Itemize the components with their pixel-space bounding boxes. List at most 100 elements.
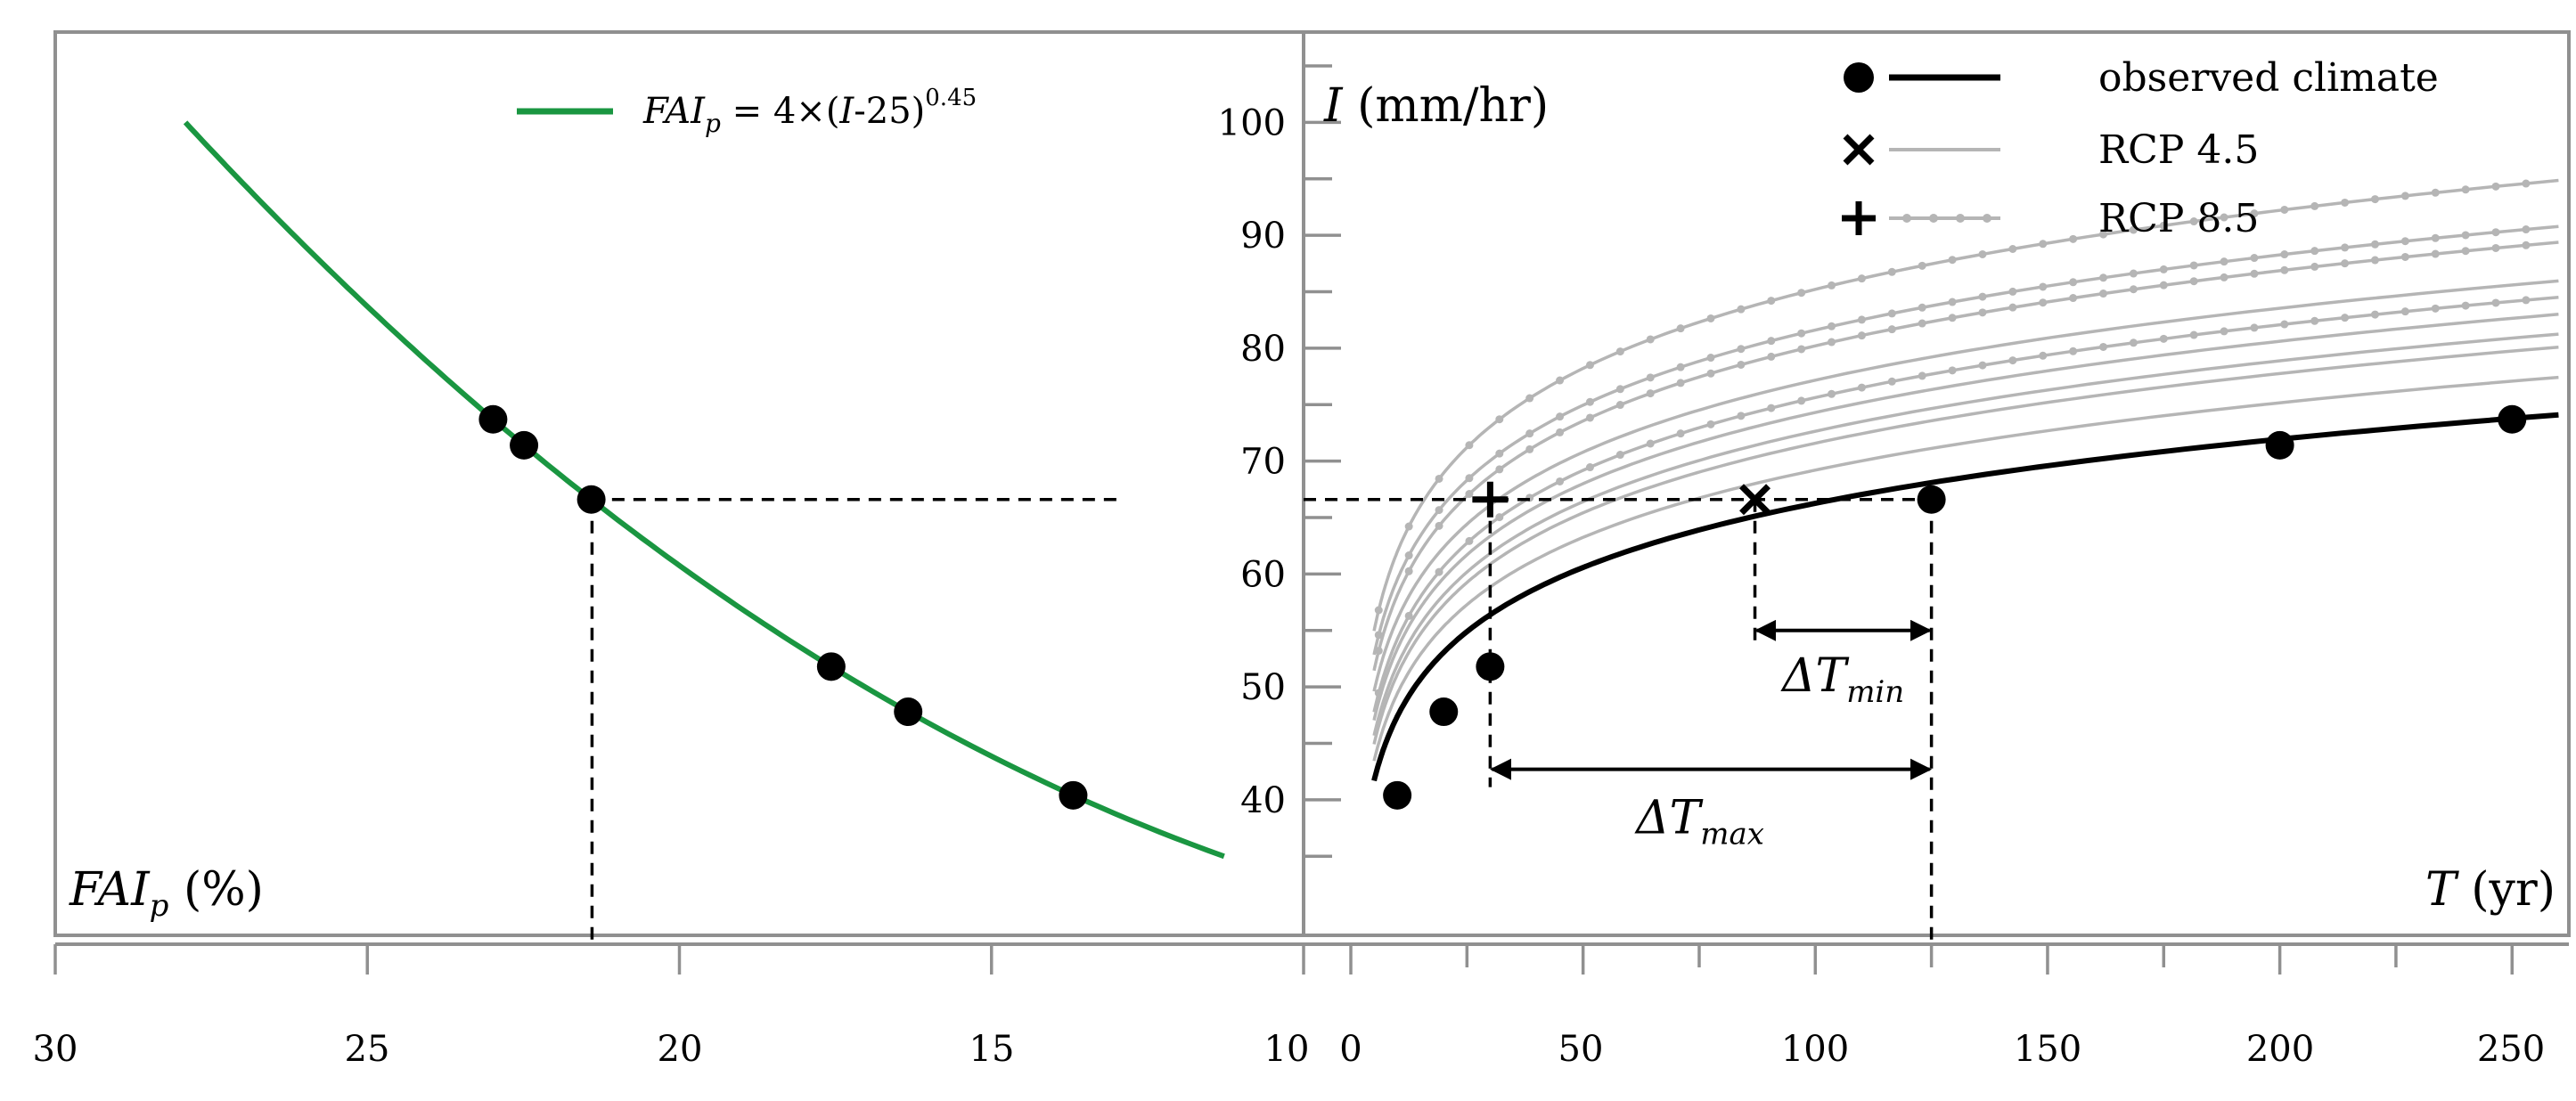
legend-rcp45-label: RCP 4.5 (2098, 127, 2259, 173)
rcp85-dot (1706, 420, 1715, 428)
rcp85-marker (1472, 481, 1509, 518)
left-tick-label: 15 (969, 1029, 1015, 1070)
rcp85-dot (2129, 285, 2138, 294)
bottom-x-axis: 30 25 20 15 10 0 50 100 150 200 250 (33, 942, 2569, 1070)
rcp85-dot (2341, 198, 2350, 207)
fai-point (478, 404, 508, 434)
rcp85-dot (1948, 366, 1957, 375)
rcp85-dot (2189, 277, 2198, 286)
rcp85-dot (2189, 261, 2198, 270)
right-points-layer (1383, 404, 2527, 810)
delta-subscript: max (1700, 817, 1764, 852)
rcp85-dot (1918, 319, 1926, 328)
rcp85-dot (2069, 294, 2078, 303)
rcp85-dot (1495, 513, 1504, 522)
right-tick-label: 150 (2014, 1029, 2081, 1070)
rcp85-dot (1646, 373, 1655, 382)
rcp85-dot (2370, 195, 2379, 204)
rcp85-dot (2039, 298, 2048, 307)
right-reference-layer (1304, 497, 1934, 946)
rcp85-dot (2220, 213, 2228, 222)
rcp85-dot (1676, 429, 1685, 438)
rcp85-dot (2461, 185, 2470, 194)
legend-observed-label: observed climate (2098, 55, 2439, 101)
rcp85-dot (1767, 352, 1776, 361)
rcp85-dot (2220, 273, 2228, 281)
rcp85-dot (2400, 192, 2409, 200)
rcp85-dot (2280, 320, 2289, 329)
rcp85-dot (2491, 298, 2500, 307)
rcp85-dot (2370, 256, 2379, 265)
observed-point (1383, 780, 1412, 810)
rcp85-dot (2069, 347, 2078, 355)
rcp85-dot (2310, 316, 2319, 325)
rcp85-dot (1495, 415, 1504, 424)
rcp85-dot (2431, 304, 2440, 313)
right-tick-label: 100 (1781, 1029, 1849, 1070)
rcp85-curve (1372, 295, 2559, 713)
rcp85-dot (2461, 301, 2470, 310)
right-y-tick-label: 100 (1218, 102, 1286, 143)
rcp85-dot (1706, 369, 1715, 378)
left-axis-title-subscript: p (150, 888, 169, 924)
legend-rcp85-marker (1842, 201, 1876, 235)
rcp45-curve (1372, 346, 2559, 745)
rcp85-dot (1918, 303, 1926, 312)
rcp85-dot (1585, 397, 1594, 406)
right-y-tick-label: 70 (1240, 442, 1286, 483)
rcp85-curve (1372, 241, 2559, 672)
rcp85-dot (2159, 334, 2168, 343)
fai-point (816, 652, 846, 681)
rcp85-dot (2220, 327, 2228, 336)
rcp85-dot (1767, 404, 1776, 412)
right-x-tick-labels: 0 50 100 150 200 250 (1339, 1029, 2545, 1070)
rcp85-dot (2310, 247, 2319, 256)
rcp85-dot (1948, 298, 1957, 306)
rcp85-dot (2522, 179, 2531, 188)
fai-point (577, 485, 606, 514)
rcp85-dot (2370, 240, 2379, 249)
observed-point (1429, 697, 1459, 727)
formula-offset: -25) (854, 91, 925, 132)
right-y-tick-label: 60 (1240, 554, 1286, 595)
rcp85-dot (1556, 477, 1565, 485)
legend-rcp85-label: RCP 8.5 (2098, 196, 2259, 241)
rcp85-dot (2461, 247, 2470, 256)
fai-point (1059, 780, 1088, 810)
rcp85-dot (2039, 240, 2048, 249)
rcp85-dot (1525, 394, 1534, 403)
rcp85-dot (2491, 243, 2500, 252)
rcp85-dot (1556, 428, 1565, 436)
rcp85-dot (2431, 233, 2440, 242)
rcp85-dot (2280, 265, 2289, 274)
formula-middle: = 4×( (721, 91, 840, 132)
fai-curve (183, 120, 1225, 860)
rcp85-dot (1857, 331, 1866, 340)
rcp85-curve (1372, 178, 2559, 632)
rcp85-dot (1374, 689, 1383, 697)
rcp85-dot (1767, 297, 1776, 306)
rcp85-dot (1404, 522, 1413, 531)
rcp85-dot (2159, 281, 2168, 290)
rcp85-dot (2461, 231, 2470, 240)
rcp85-dot (1435, 521, 1443, 530)
rcp85-dot (1918, 261, 1926, 270)
rcp85-dot (2250, 269, 2259, 278)
rcp85-dot (2129, 225, 2138, 234)
rcp85-dot (1978, 249, 1987, 258)
rcp85-dot (1615, 401, 1624, 410)
right-x-title-symbol: T (2425, 863, 2459, 917)
formula-i: I (838, 91, 855, 132)
right-y-tick-label: 40 (1240, 780, 1286, 821)
rcp85-dot (2008, 244, 2017, 253)
rcp85-dot (2250, 323, 2259, 332)
rcp85-dot (2341, 259, 2350, 268)
rcp85-dot (2310, 262, 2319, 271)
rcp85-dot (2310, 201, 2319, 210)
rcp85-dot (1435, 567, 1443, 576)
rcp85-dot (2099, 273, 2108, 282)
right-y-title-symbol: I (1323, 79, 1344, 133)
rcp85-dot (1465, 536, 1474, 545)
left-tick-label: 25 (345, 1029, 390, 1070)
left-curve-layer (183, 120, 1225, 946)
